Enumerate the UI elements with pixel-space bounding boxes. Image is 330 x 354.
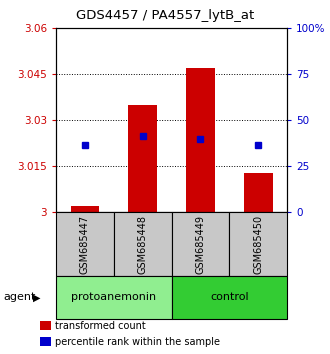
- Text: transformed count: transformed count: [55, 321, 146, 331]
- Text: protoanemonin: protoanemonin: [71, 292, 156, 302]
- Text: control: control: [210, 292, 249, 302]
- Bar: [128, 105, 157, 212]
- Text: GSM685448: GSM685448: [138, 215, 148, 274]
- Bar: [229, 212, 287, 276]
- Text: percentile rank within the sample: percentile rank within the sample: [55, 337, 220, 347]
- Text: GSM685450: GSM685450: [253, 215, 263, 274]
- Text: GDS4457 / PA4557_lytB_at: GDS4457 / PA4557_lytB_at: [76, 9, 254, 22]
- Bar: [71, 206, 99, 212]
- Text: GSM685449: GSM685449: [195, 215, 206, 274]
- Bar: [56, 276, 172, 319]
- Bar: [172, 212, 229, 276]
- Bar: [56, 212, 114, 276]
- Text: ▶: ▶: [33, 292, 41, 302]
- Bar: [172, 276, 287, 319]
- Bar: [186, 68, 215, 212]
- Text: GSM685447: GSM685447: [80, 215, 90, 274]
- Bar: [114, 212, 172, 276]
- Bar: [244, 172, 273, 212]
- Text: agent: agent: [3, 292, 36, 302]
